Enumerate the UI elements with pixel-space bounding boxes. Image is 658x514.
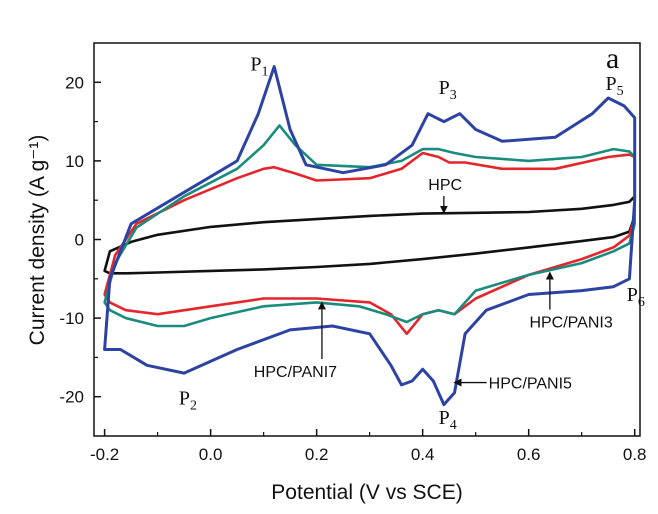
axis-layer: -0.2 0.0 0.2 0.4 0.6 0.8 -20 -10 0 10 20 bbox=[59, 73, 646, 464]
peak-subscript: 6 bbox=[638, 295, 645, 310]
y-tick-label: 20 bbox=[65, 73, 84, 92]
peak-label-p3: P3 bbox=[439, 77, 457, 103]
series-line-hpc bbox=[103, 195, 636, 275]
x-tick-label: 0.4 bbox=[411, 445, 435, 464]
x-tick-label: 0.0 bbox=[199, 445, 223, 464]
peak-subscript: 1 bbox=[262, 65, 269, 80]
peak-subscript: 2 bbox=[190, 399, 197, 414]
y-tick-label: -20 bbox=[59, 388, 84, 407]
peak-subscript: 4 bbox=[450, 418, 457, 433]
peak-label-p4: P4 bbox=[439, 407, 457, 433]
x-tick-label: 0.2 bbox=[305, 445, 329, 464]
series-line-hpc-pani5 bbox=[103, 65, 637, 407]
x-tick-label: 0.8 bbox=[623, 445, 647, 464]
peak-label-p2: P2 bbox=[179, 388, 197, 414]
label-hpc: HPC bbox=[428, 177, 462, 194]
x-axis-title: Potential (V vs SCE) bbox=[271, 481, 462, 504]
x-tick-label: -0.2 bbox=[90, 445, 119, 464]
y-axis-title: Current density (A g⁻¹) bbox=[26, 135, 49, 346]
peak-subscript: 5 bbox=[617, 84, 624, 99]
peak-label-p1: P1 bbox=[250, 54, 268, 80]
y-tick-label: -10 bbox=[59, 309, 84, 328]
series-line-hpc-pani7 bbox=[103, 124, 636, 328]
y-tick-label: 0 bbox=[75, 231, 84, 250]
label-hpc-pani7: HPC/PANI7 bbox=[254, 364, 337, 381]
series-layer bbox=[103, 65, 637, 407]
y-tick-label: 10 bbox=[65, 152, 84, 171]
panel-label: a bbox=[606, 42, 619, 75]
label-hpc-pani3: HPC/PANI3 bbox=[529, 315, 612, 332]
peak-label-p6: P6 bbox=[627, 284, 645, 310]
x-tick-label: 0.6 bbox=[517, 445, 541, 464]
peak-label-p5: P5 bbox=[606, 73, 624, 99]
label-hpc-pani5: HPC/PANI5 bbox=[489, 376, 572, 393]
annotation-layer: HPC HPC/PANI3 HPC/PANI7 HPC/PANI5 P1 P2 P3 P4 P5… bbox=[179, 54, 645, 434]
peak-subscript: 3 bbox=[450, 88, 457, 103]
